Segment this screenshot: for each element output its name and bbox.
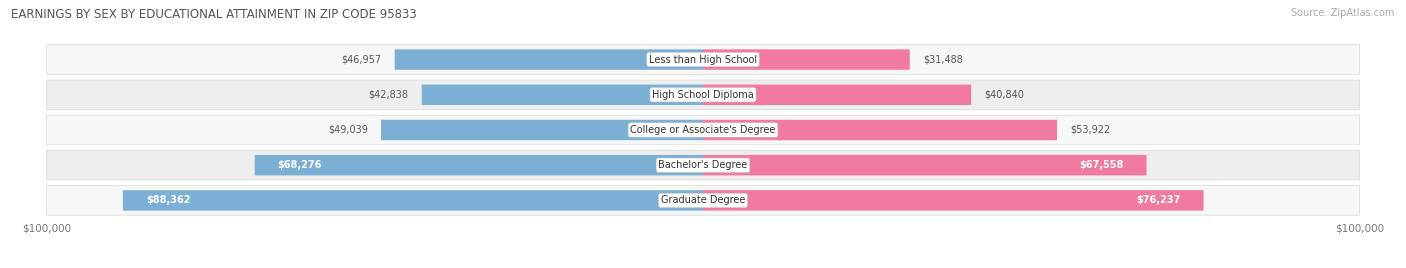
Text: $46,957: $46,957 — [342, 55, 381, 65]
FancyBboxPatch shape — [395, 49, 703, 70]
FancyBboxPatch shape — [254, 155, 703, 175]
Text: High School Diploma: High School Diploma — [652, 90, 754, 100]
FancyBboxPatch shape — [703, 190, 1204, 211]
Text: $53,922: $53,922 — [1070, 125, 1111, 135]
FancyBboxPatch shape — [422, 85, 703, 105]
Text: $68,276: $68,276 — [278, 160, 322, 170]
FancyBboxPatch shape — [703, 85, 972, 105]
Text: Bachelor's Degree: Bachelor's Degree — [658, 160, 748, 170]
Text: Less than High School: Less than High School — [650, 55, 756, 65]
Text: $40,840: $40,840 — [984, 90, 1024, 100]
Text: College or Associate's Degree: College or Associate's Degree — [630, 125, 776, 135]
FancyBboxPatch shape — [703, 49, 910, 70]
Text: Graduate Degree: Graduate Degree — [661, 195, 745, 205]
FancyBboxPatch shape — [46, 80, 1360, 110]
Text: $76,237: $76,237 — [1136, 195, 1181, 205]
FancyBboxPatch shape — [703, 155, 1146, 175]
FancyBboxPatch shape — [46, 115, 1360, 145]
Text: $88,362: $88,362 — [146, 195, 190, 205]
FancyBboxPatch shape — [122, 190, 703, 211]
FancyBboxPatch shape — [381, 120, 703, 140]
FancyBboxPatch shape — [46, 186, 1360, 215]
Text: $49,039: $49,039 — [328, 125, 368, 135]
FancyBboxPatch shape — [46, 150, 1360, 180]
FancyBboxPatch shape — [46, 45, 1360, 74]
Text: $67,558: $67,558 — [1080, 160, 1123, 170]
Text: EARNINGS BY SEX BY EDUCATIONAL ATTAINMENT IN ZIP CODE 95833: EARNINGS BY SEX BY EDUCATIONAL ATTAINMEN… — [11, 8, 418, 21]
Text: $42,838: $42,838 — [368, 90, 409, 100]
FancyBboxPatch shape — [703, 120, 1057, 140]
Text: Source: ZipAtlas.com: Source: ZipAtlas.com — [1291, 8, 1395, 18]
Text: $31,488: $31,488 — [922, 55, 963, 65]
